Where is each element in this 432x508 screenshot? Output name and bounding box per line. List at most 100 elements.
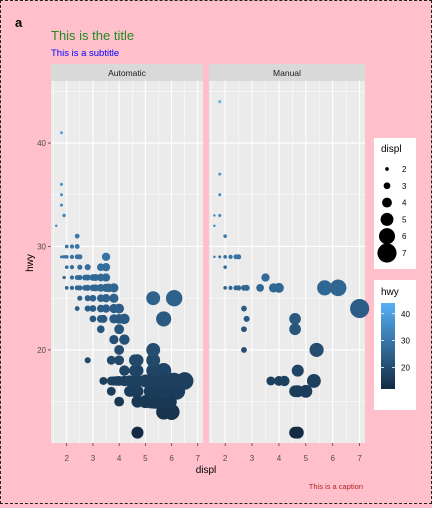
x-axis-label: displ <box>196 465 217 476</box>
data-point <box>109 334 119 345</box>
data-point <box>213 214 216 217</box>
size-legend-label: 7 <box>402 249 407 258</box>
data-point <box>62 255 66 259</box>
data-point <box>62 213 66 218</box>
data-point <box>99 376 108 385</box>
data-point <box>96 294 105 303</box>
data-point <box>106 386 116 396</box>
data-point <box>59 203 63 207</box>
data-point <box>74 275 80 280</box>
facet-label: Manual <box>273 68 301 78</box>
x-tick-label: 2 <box>64 454 69 463</box>
data-point <box>289 385 301 398</box>
x-tick-label: 7 <box>357 454 362 463</box>
data-point <box>233 254 239 260</box>
data-point <box>213 255 216 259</box>
y-tick-label: 30 <box>37 242 46 251</box>
data-point <box>274 376 284 386</box>
panel-background <box>209 81 365 443</box>
data-point <box>96 263 105 272</box>
data-point <box>241 284 247 291</box>
data-point <box>124 385 136 397</box>
size-legend-key <box>377 243 397 263</box>
size-legend-label: 6 <box>402 232 407 241</box>
y-axis-label: hwy <box>25 254 36 272</box>
data-point <box>106 376 116 386</box>
data-point <box>228 285 233 290</box>
data-point <box>146 353 161 368</box>
data-point <box>329 279 347 297</box>
facet-panel: Manual 2 3 4 5 6 7 <box>209 64 370 463</box>
data-point <box>84 357 91 364</box>
facet-strip <box>209 64 365 81</box>
data-point <box>350 298 370 319</box>
x-tick-label: 6 <box>169 454 174 463</box>
size-legend-key <box>383 182 391 190</box>
panel-tag: a <box>15 15 23 30</box>
data-point <box>218 213 222 217</box>
data-point <box>317 280 333 296</box>
x-tick-label: 4 <box>277 454 282 463</box>
data-point <box>62 275 66 280</box>
size-legend-key <box>382 197 392 208</box>
data-point <box>77 295 83 301</box>
data-point <box>69 244 75 249</box>
data-point <box>69 275 75 280</box>
data-point <box>69 265 75 270</box>
data-point <box>218 193 222 197</box>
data-point <box>96 284 105 292</box>
y-tick-label: 40 <box>37 139 46 148</box>
color-legend: hwy 20 30 40 <box>374 280 416 410</box>
data-point <box>223 265 227 269</box>
data-point <box>96 325 105 334</box>
x-tick-label: 2 <box>223 454 228 463</box>
data-point <box>89 274 97 281</box>
data-point <box>289 323 301 336</box>
color-legend-title: hwy <box>381 287 399 298</box>
data-point <box>106 355 116 365</box>
data-point <box>74 233 80 239</box>
data-point <box>89 305 97 312</box>
data-point <box>218 255 222 259</box>
data-point <box>223 255 227 259</box>
data-point <box>143 384 158 399</box>
chart-title: This is the title <box>51 28 134 43</box>
chart-subtitle: This is a subtitle <box>51 48 119 59</box>
data-point <box>96 273 105 282</box>
data-point <box>241 305 247 312</box>
data-point <box>82 274 88 281</box>
data-point <box>131 395 144 408</box>
data-point <box>309 342 324 358</box>
data-point <box>77 264 83 270</box>
data-point <box>64 265 69 269</box>
data-point <box>156 311 172 327</box>
data-point <box>74 244 80 249</box>
data-point <box>129 364 141 377</box>
data-point <box>119 365 130 376</box>
x-tick-label: 5 <box>304 454 309 463</box>
facet-panels: Automatic 2 3 4 5 6 7 Manual 2 3 4 5 6 7 20 30 40 <box>37 64 370 463</box>
data-point <box>146 291 161 306</box>
data-point <box>114 396 125 407</box>
data-point <box>165 290 183 307</box>
data-point <box>243 315 250 322</box>
hwy-colorbar <box>381 303 395 389</box>
size-legend-key <box>385 167 389 171</box>
data-point <box>89 315 97 323</box>
data-point <box>223 286 227 290</box>
data-point <box>89 294 97 302</box>
data-point <box>131 426 144 439</box>
x-tick-label: 3 <box>91 454 96 463</box>
data-point <box>256 284 264 292</box>
data-point <box>59 131 63 135</box>
data-point <box>89 284 97 292</box>
facet-strip <box>51 64 203 81</box>
x-tick-label: 5 <box>143 454 148 463</box>
facet-panel: Automatic 2 3 4 5 6 7 <box>51 64 203 463</box>
data-point <box>228 254 233 259</box>
chart-caption: This is a caption <box>309 482 363 491</box>
data-point <box>64 244 69 249</box>
data-point <box>266 376 276 386</box>
